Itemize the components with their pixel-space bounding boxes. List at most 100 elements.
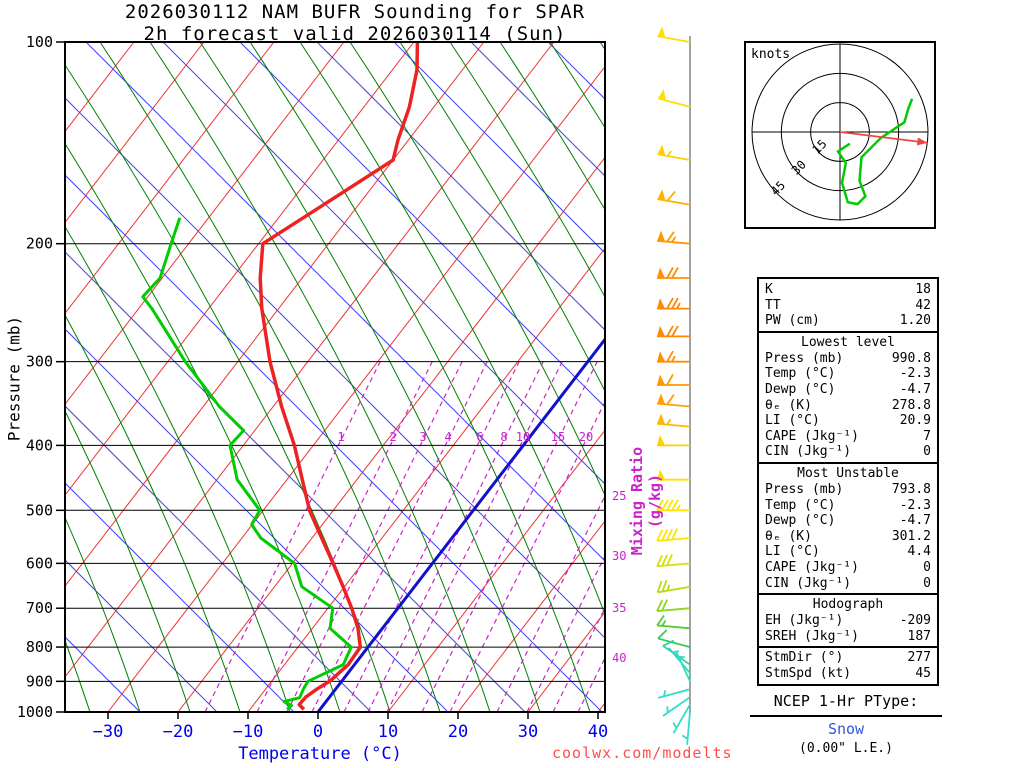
svg-text:600: 600: [26, 554, 53, 572]
stats-row: CIN (Jkg⁻¹) 0: [765, 444, 931, 460]
svg-text:−10: −10: [233, 722, 264, 742]
wind-barb: [657, 267, 690, 279]
mixing-ratio-labels: 1 2 3 4 6 8 10 15 20 25 30 35 40: [337, 430, 626, 665]
svg-text:20: 20: [448, 722, 468, 742]
stats-row: LI (°C) 20.9: [765, 413, 931, 429]
chart-title-line2: 2h forecast valid 2026030114 (Sun): [143, 23, 567, 45]
wind-barb: [675, 651, 691, 682]
wind-barb: [656, 499, 690, 512]
wind-barb: [656, 579, 691, 594]
svg-text:2: 2: [389, 430, 396, 444]
temperature-tick-labels: −30 −20 −10 0 10 20 30 40: [93, 712, 608, 742]
stats-section-header: Lowest level: [759, 330, 937, 350]
wind-barb: [657, 434, 690, 447]
stats-row: StmSpd (kt) 45: [765, 665, 931, 681]
svg-text:15: 15: [551, 430, 565, 444]
stats-section-header: Most Unstable: [759, 461, 937, 481]
ptype-value: Snow: [827, 720, 865, 738]
stats-row: Temp (°C) -2.3: [765, 497, 931, 513]
stats-section-header: Hodograph: [759, 593, 937, 612]
svg-text:10: 10: [378, 722, 398, 742]
stats-row: θₑ (K) 301.2: [765, 528, 931, 544]
wind-barb: [656, 599, 691, 612]
wind-barb: [657, 350, 690, 363]
wind-barb: [657, 325, 690, 338]
svg-text:100: 100: [26, 33, 53, 51]
pressure-gridlines: [65, 42, 605, 712]
svg-text:1000: 1000: [17, 703, 53, 721]
hodograph-trace: [836, 98, 914, 206]
svg-text:700: 700: [26, 599, 53, 617]
stats-row: θₑ (K) 278.8: [765, 397, 931, 413]
wind-barb: [657, 688, 691, 699]
svg-text:200: 200: [26, 235, 53, 253]
mixing-ratio-axis-label: Mixing Ratio (g/kg): [628, 446, 664, 556]
stats-row: PW (cm) 1.20: [765, 313, 931, 329]
wind-barb: [656, 614, 691, 630]
hodograph-ring: [810, 102, 870, 162]
wind-barb: [657, 297, 690, 310]
wind-barb: [662, 696, 691, 717]
wind-barb: [657, 144, 691, 161]
skewt-background: [65, 42, 605, 712]
svg-text:1: 1: [337, 430, 344, 444]
wind-barb: [657, 88, 691, 108]
temperature-axis-label: Temperature (°C): [238, 744, 402, 764]
storm-motion-arrow: [839, 131, 928, 144]
wind-barb: [657, 230, 691, 245]
svg-text:−30: −30: [93, 722, 124, 742]
wind-barb: [657, 189, 691, 206]
mixing-ratio-lines: [204, 359, 605, 712]
svg-text:800: 800: [26, 638, 53, 656]
zero-isotherm: [316, 336, 605, 712]
svg-text:40: 40: [588, 722, 608, 742]
wind-barb: [656, 554, 691, 568]
svg-text:900: 900: [26, 672, 53, 690]
temperature-trace: [258, 42, 420, 711]
stats-row: StmDir (°) 277: [765, 650, 931, 666]
svg-text:4: 4: [444, 430, 451, 444]
wind-barb: [657, 26, 691, 43]
svg-text:500: 500: [26, 501, 53, 519]
wind-barb: [681, 711, 691, 745]
svg-text:−20: −20: [163, 722, 194, 742]
ptype-header: NCEP 1-Hr PType:: [750, 692, 942, 717]
stats-row: Dewp (°C) -4.7: [765, 513, 931, 529]
chart-title-line1: 2026030112 NAM BUFR Sounding for SPAR: [124, 1, 586, 23]
svg-text:8: 8: [500, 430, 507, 444]
hodograph-ring: [751, 43, 929, 221]
svg-text:300: 300: [26, 353, 53, 371]
pressure-axis-label: Pressure (mb): [4, 315, 24, 442]
stats-row: LI (°C) 4.4: [765, 544, 931, 560]
wind-barb: [662, 639, 691, 666]
wind-barb: [657, 629, 691, 648]
stats-row: Press (mb) 990.8: [765, 350, 931, 366]
dewpoint-trace: [141, 217, 353, 711]
stats-row: CIN (Jkg⁻¹) 0: [765, 575, 931, 591]
svg-text:6: 6: [476, 430, 483, 444]
svg-text:30: 30: [612, 549, 626, 563]
wind-barb: [672, 704, 691, 734]
svg-text:35: 35: [612, 601, 626, 615]
stats-row: CAPE (Jkg⁻¹) 7: [765, 428, 931, 444]
svg-text:20: 20: [579, 430, 593, 444]
moist-adiabats: [65, 42, 605, 712]
wind-barb: [657, 469, 690, 481]
wind-barb: [656, 528, 691, 542]
hodograph-ring: [780, 72, 900, 192]
wind-barb-column: [656, 26, 691, 745]
stats-divider: [759, 646, 937, 649]
stats-row: Temp (°C) -2.3: [765, 366, 931, 382]
svg-text:30: 30: [518, 722, 538, 742]
stats-row: K 18: [765, 282, 931, 297]
svg-text:400: 400: [26, 436, 53, 454]
ptype-liquid-equivalent: (0.00" L.E.): [799, 741, 893, 756]
svg-text:40: 40: [612, 651, 626, 665]
isotherms: [65, 42, 605, 712]
svg-text:10: 10: [516, 430, 530, 444]
svg-text:25: 25: [612, 489, 626, 503]
wind-barb: [657, 374, 690, 386]
hodograph-units-label: knots: [751, 47, 791, 62]
stats-row: SREH (Jkg⁻¹) 187: [765, 628, 931, 644]
